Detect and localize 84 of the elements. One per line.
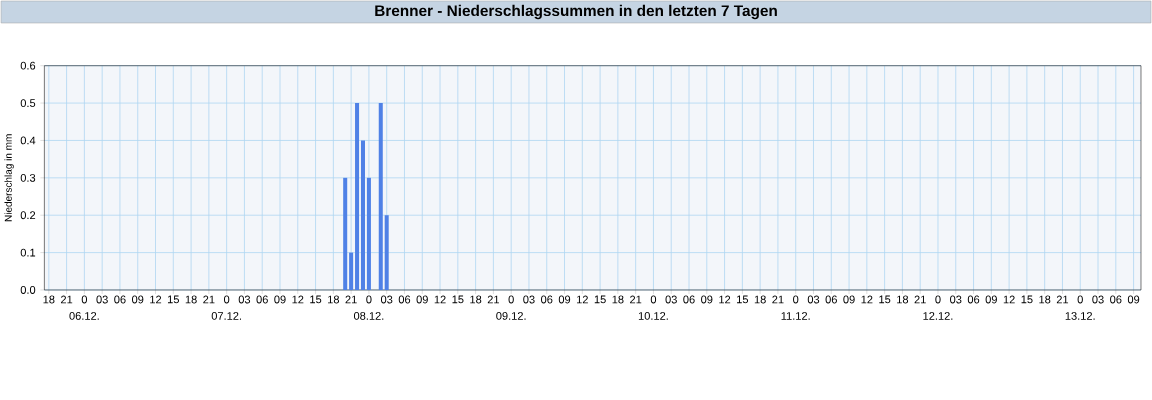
y-tick-label: 0.3	[20, 173, 36, 182]
x-tick-label: 09	[843, 295, 855, 304]
x-tick-label: 12	[1003, 295, 1015, 304]
x-tick-label: 18	[185, 295, 197, 304]
x-tick-label: 06	[256, 295, 268, 304]
x-tick-label: 06	[1110, 295, 1122, 304]
x-tick-label: 09	[416, 295, 428, 304]
text: 11.12.	[781, 312, 810, 320]
x-tick-label: 09	[985, 295, 997, 304]
x-tick-label: 0	[81, 295, 88, 304]
x-tick-label: 06	[967, 295, 980, 304]
x-tick-label: 06	[825, 295, 837, 304]
text: 13.12.	[1065, 312, 1095, 320]
chart-title: Brenner - Niederschlagssummen in den letzten 7 Tagen	[375, 4, 777, 20]
x-tick-label: 09	[1127, 295, 1140, 304]
x-tick-label: 12	[861, 295, 873, 304]
y-axis-title: Niederschlag in mm	[4, 134, 14, 222]
x-tick-label: 0	[1077, 295, 1083, 304]
text: 10.12.	[638, 312, 668, 320]
x-tick-label: 15	[737, 295, 749, 304]
x-tick-label: 03	[380, 295, 393, 304]
text: 06.12.	[69, 312, 99, 320]
y-tick-label: 0.5	[20, 99, 36, 107]
x-tick-label: 09	[558, 295, 571, 304]
x-tick-label: 18	[328, 295, 340, 304]
bar	[349, 252, 354, 290]
x-tick-label: 03	[950, 295, 962, 304]
x-tick-label: 0	[508, 295, 514, 304]
x-tick-label: 06	[398, 295, 411, 304]
x-tick-label: 21	[61, 295, 73, 304]
x-tick-label: 15	[594, 295, 606, 304]
x-tick-label: 03	[96, 295, 108, 304]
bar	[355, 103, 360, 290]
x-tick-label: 06	[541, 295, 553, 304]
text: 07.12.	[211, 312, 242, 320]
x-tick-label: 03	[665, 295, 677, 304]
x-tick-label: 21	[1056, 295, 1069, 304]
x-tick-label: 0	[935, 295, 941, 304]
x-tick-label: 09	[274, 295, 286, 304]
x-tick-label: 21	[630, 295, 642, 304]
x-tick-label: 15	[879, 295, 891, 304]
x-tick-label: 12	[434, 295, 446, 304]
x-tick-label: 15	[310, 295, 322, 304]
x-tick-label: 21	[772, 295, 784, 304]
x-tick-label: 0	[650, 295, 657, 304]
x-tick-label: 09	[132, 295, 144, 304]
text: 12.12.	[923, 312, 953, 320]
y-tick-label: 0.1	[20, 248, 36, 257]
x-tick-label: 09	[701, 295, 713, 304]
x-tick-label: 0	[224, 295, 230, 304]
bar	[378, 103, 383, 290]
x-tick-label: 0	[366, 295, 372, 304]
bar	[384, 215, 389, 290]
y-tick-label: 0.6	[20, 61, 36, 70]
x-tick-label: 12	[719, 295, 731, 304]
x-tick-label: 15	[1021, 295, 1033, 304]
x-tick-label: 21	[203, 295, 215, 304]
y-tick-label: 0.0	[20, 286, 36, 294]
x-tick-label: 18	[1039, 295, 1051, 304]
x-tick-label: 03	[1092, 295, 1104, 304]
x-tick-label: 12	[150, 295, 162, 304]
x-tick-label: 06	[683, 295, 695, 304]
x-tick-label: 18	[612, 295, 624, 304]
x-tick-label: 12	[292, 295, 304, 304]
x-tick-label: 15	[167, 295, 179, 304]
y-tick-label: 0.2	[20, 211, 36, 220]
x-tick-label: 18	[754, 295, 766, 304]
x-tick-label: 03	[807, 295, 820, 304]
x-tick-label: 0	[793, 295, 799, 304]
bar	[343, 177, 348, 290]
x-tick-label: 06	[114, 295, 126, 304]
text: 08.12.	[353, 312, 384, 320]
x-tick-label: 21	[487, 295, 499, 304]
x-tick-label: 18	[897, 295, 909, 304]
x-tick-label: 12	[576, 295, 588, 304]
x-tick-label: 03	[238, 295, 251, 304]
x-tick-label: 15	[452, 295, 464, 304]
x-tick-label: 03	[523, 295, 535, 304]
x-tick-label: 21	[345, 295, 357, 304]
x-tick-label: 18	[43, 295, 55, 304]
x-tick-label: 21	[914, 295, 926, 304]
x-tick-label: 18	[470, 295, 482, 304]
y-tick-label: 0.4	[20, 136, 36, 145]
text: 09.12.	[496, 312, 526, 320]
